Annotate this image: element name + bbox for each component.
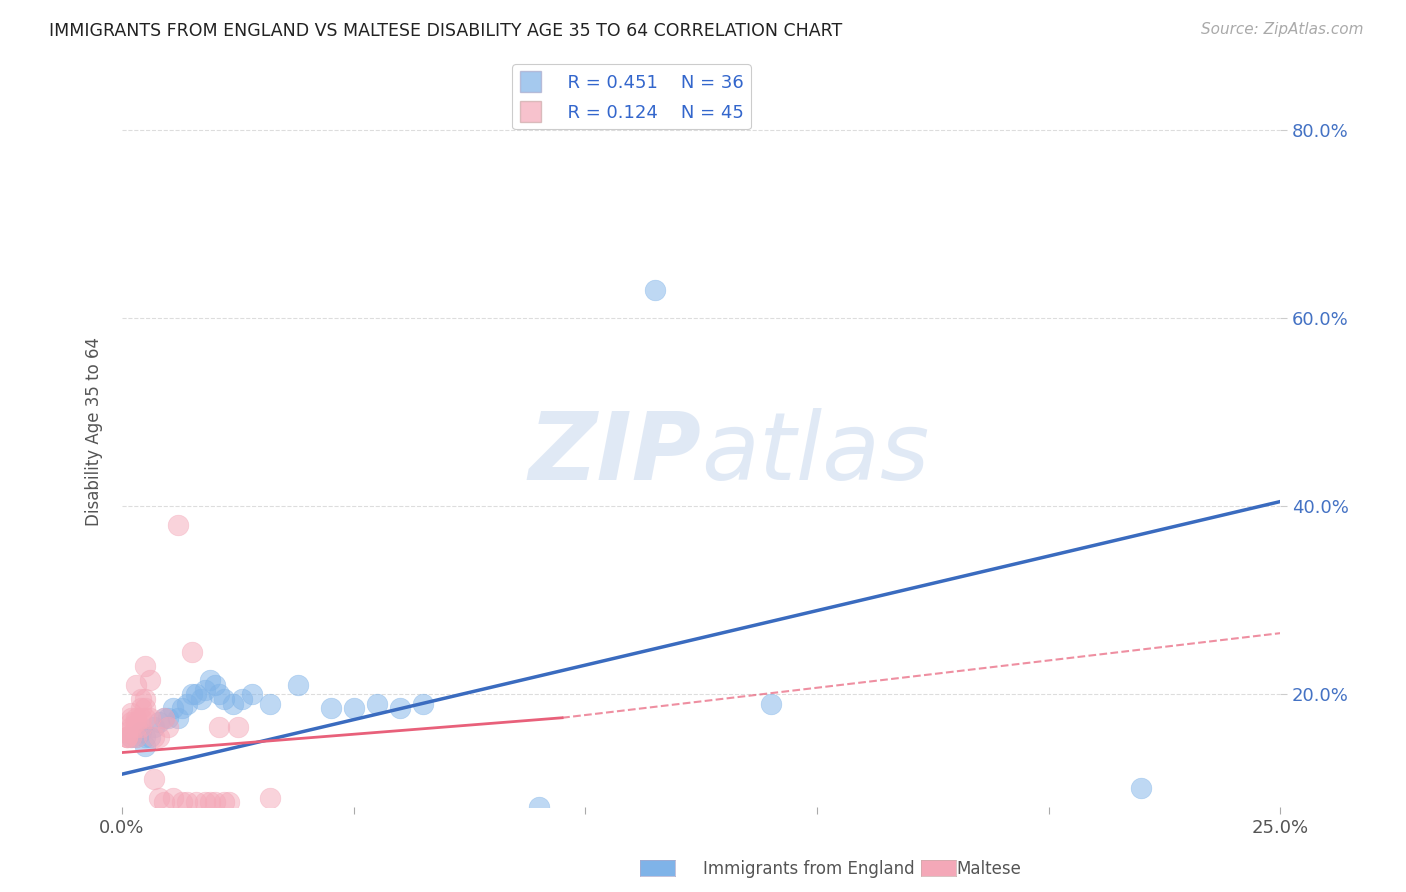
Point [162, 790, 184, 805]
Point [134, 659, 156, 673]
Point [134, 711, 156, 725]
Point [129, 724, 152, 739]
Point [157, 720, 180, 734]
Point [366, 697, 388, 711]
Point [120, 730, 142, 744]
Point [120, 715, 142, 730]
Point [139, 673, 162, 688]
Point [134, 701, 156, 715]
Point [176, 796, 198, 810]
Point [139, 711, 162, 725]
Point [1130, 781, 1153, 796]
Point [194, 796, 217, 810]
Point [198, 796, 221, 810]
Point [152, 711, 174, 725]
Point [222, 697, 245, 711]
Point [186, 796, 208, 810]
Point [120, 720, 142, 734]
Point [388, 701, 411, 715]
Point [129, 692, 152, 706]
Point [115, 730, 138, 744]
Point [212, 796, 235, 810]
Point [120, 706, 142, 720]
Point [204, 678, 226, 692]
Point [120, 730, 142, 744]
Point [319, 701, 342, 715]
Point [134, 692, 156, 706]
Point [115, 730, 138, 744]
Point [231, 692, 253, 706]
Point [157, 711, 180, 725]
Point [134, 739, 156, 753]
Point [208, 687, 231, 701]
Point [143, 720, 166, 734]
Text: Maltese: Maltese [956, 860, 1021, 878]
Point [148, 790, 170, 805]
Point [134, 730, 156, 744]
Point [152, 711, 174, 725]
Point [198, 673, 221, 688]
Point [287, 678, 309, 692]
Point [152, 796, 174, 810]
Point [166, 518, 188, 533]
Point [125, 678, 148, 692]
Point [120, 711, 142, 725]
Point [125, 711, 148, 725]
Point [644, 283, 666, 297]
Point [208, 720, 231, 734]
Text: Source: ZipAtlas.com: Source: ZipAtlas.com [1201, 22, 1364, 37]
Point [172, 796, 194, 810]
Point [343, 701, 366, 715]
Text: IMMIGRANTS FROM ENGLAND VS MALTESE DISABILITY AGE 35 TO 64 CORRELATION CHART: IMMIGRANTS FROM ENGLAND VS MALTESE DISAB… [49, 22, 842, 40]
Y-axis label: Disability Age 35 to 64: Disability Age 35 to 64 [86, 336, 103, 525]
Point [143, 772, 166, 786]
Text: atlas: atlas [702, 409, 929, 500]
Point [527, 800, 550, 814]
Point [204, 796, 226, 810]
Point [190, 692, 212, 706]
Point [180, 645, 202, 659]
Point [115, 730, 138, 744]
Point [176, 697, 198, 711]
Point [129, 720, 152, 734]
Point [226, 720, 249, 734]
Point [194, 682, 217, 697]
Point [162, 701, 184, 715]
Text: ZIP: ZIP [529, 408, 702, 500]
Point [180, 687, 202, 701]
Point [186, 687, 208, 701]
Point [412, 697, 434, 711]
Point [148, 730, 170, 744]
Point [259, 790, 281, 805]
Text: Immigrants from England: Immigrants from England [703, 860, 915, 878]
Point [125, 730, 148, 744]
Point [218, 796, 240, 810]
Point [129, 711, 152, 725]
Point [115, 724, 138, 739]
Point [125, 715, 148, 730]
Point [125, 720, 148, 734]
Point [148, 715, 170, 730]
Point [172, 701, 194, 715]
Point [259, 697, 281, 711]
Point [139, 730, 162, 744]
Point [759, 697, 782, 711]
Point [143, 730, 166, 744]
Point [212, 692, 235, 706]
Point [166, 711, 188, 725]
Point [240, 687, 263, 701]
Legend:   R = 0.451    N = 36,   R = 0.124    N = 45: R = 0.451 N = 36, R = 0.124 N = 45 [512, 64, 751, 129]
Point [129, 701, 152, 715]
Point [125, 730, 148, 744]
